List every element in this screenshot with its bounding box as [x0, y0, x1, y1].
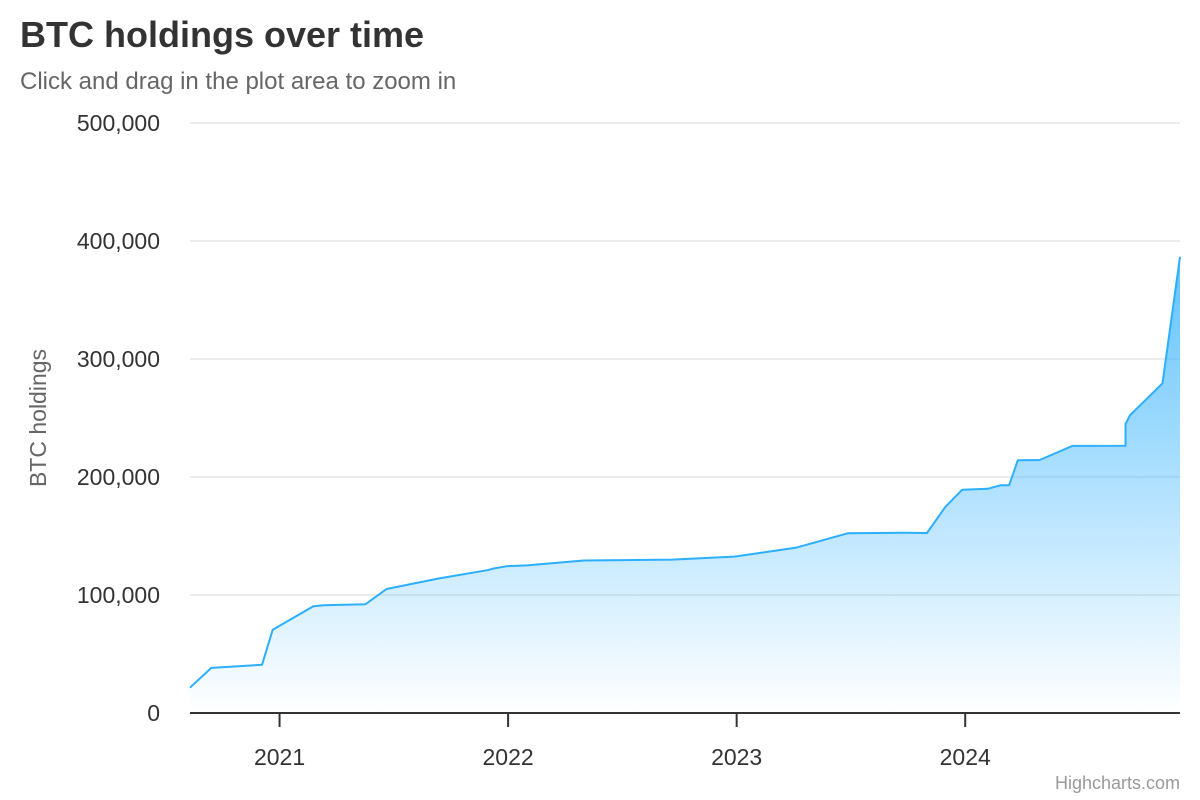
data-point — [490, 564, 498, 572]
y-tick-label: 500,000 — [77, 110, 160, 136]
y-tick-label: 200,000 — [77, 464, 160, 490]
data-point — [186, 684, 194, 692]
data-point — [580, 557, 588, 565]
data-point — [523, 561, 531, 569]
data-point — [923, 529, 931, 537]
x-tick-label: 2021 — [254, 744, 305, 770]
data-point — [1176, 253, 1184, 261]
y-tick-label: 0 — [147, 700, 160, 726]
data-point — [730, 553, 738, 561]
data-point — [996, 481, 1004, 489]
y-tick-label: 300,000 — [77, 346, 160, 372]
x-axis: 2021 2022 2023 2024 — [190, 712, 1180, 770]
chart-title: BTC holdings over time — [20, 14, 425, 55]
data-point — [207, 664, 215, 672]
data-point — [1014, 456, 1022, 464]
series-area-fill — [190, 256, 1180, 713]
credits-link[interactable]: Highcharts.com — [1054, 773, 1180, 793]
series-line — [189, 256, 1181, 689]
data-point — [1010, 467, 1018, 475]
data-point — [1122, 442, 1130, 450]
data-point — [258, 661, 266, 669]
data-point — [503, 562, 511, 570]
data-point — [1036, 456, 1044, 464]
y-axis-title: BTC holdings — [25, 349, 51, 487]
data-point — [1126, 411, 1134, 419]
x-tick-label: 2023 — [711, 744, 762, 770]
data-point — [361, 600, 369, 608]
series-group[interactable] — [186, 253, 1184, 713]
data-point — [844, 529, 852, 537]
data-point — [668, 556, 676, 564]
data-point — [435, 574, 443, 582]
y-axis-labels: 0 100,000 200,000 300,000 400,000 500,000 — [77, 110, 160, 726]
data-point — [941, 503, 949, 511]
x-tick-label: 2024 — [940, 744, 991, 770]
data-point — [319, 601, 327, 609]
data-point — [1068, 442, 1076, 450]
y-tick-label: 100,000 — [77, 582, 160, 608]
data-point — [269, 626, 277, 634]
data-point — [1005, 481, 1013, 489]
data-point — [958, 486, 966, 494]
data-point — [1122, 420, 1130, 428]
data-point — [1158, 379, 1166, 387]
data-point — [792, 544, 800, 552]
data-point — [309, 602, 317, 610]
chart-subtitle: Click and drag in the plot area to zoom … — [20, 68, 457, 95]
x-tick-label: 2022 — [483, 744, 534, 770]
data-point — [899, 529, 907, 537]
data-point — [383, 585, 391, 593]
data-point — [984, 485, 992, 493]
y-tick-label: 400,000 — [77, 228, 160, 254]
